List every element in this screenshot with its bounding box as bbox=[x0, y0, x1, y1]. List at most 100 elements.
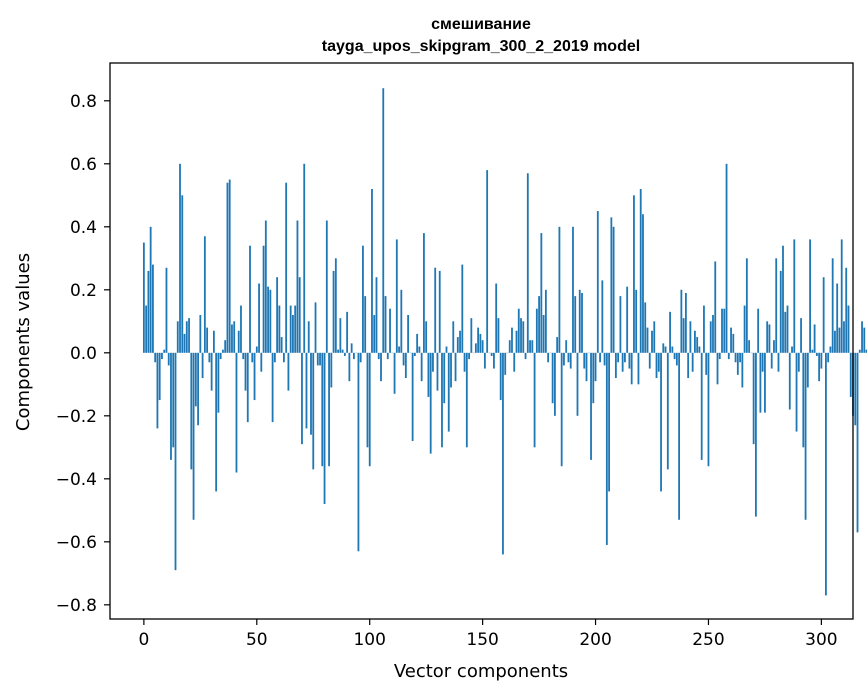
bar bbox=[332, 270, 335, 353]
bar bbox=[154, 352, 157, 363]
bar bbox=[786, 305, 789, 353]
x-tick-label: 0 bbox=[138, 630, 149, 650]
bar bbox=[156, 352, 159, 429]
bar bbox=[628, 352, 631, 369]
bar bbox=[264, 220, 267, 353]
bar bbox=[741, 352, 744, 388]
bar bbox=[237, 330, 240, 353]
bar bbox=[779, 270, 782, 353]
bar bbox=[736, 352, 739, 375]
bar bbox=[181, 195, 184, 353]
bar bbox=[269, 289, 272, 353]
bar bbox=[343, 352, 346, 356]
bar bbox=[599, 352, 601, 363]
bar bbox=[305, 352, 308, 429]
bar bbox=[538, 296, 540, 353]
x-axis: 0 50 100 150 200 250 300 bbox=[138, 619, 838, 650]
bar bbox=[375, 277, 378, 353]
bar bbox=[210, 352, 213, 391]
bar bbox=[495, 283, 498, 353]
bar bbox=[626, 286, 629, 353]
bar bbox=[551, 352, 554, 404]
bar bbox=[373, 315, 376, 353]
bar bbox=[694, 330, 696, 353]
bar bbox=[377, 352, 380, 360]
bar bbox=[705, 352, 708, 375]
bar bbox=[429, 352, 432, 454]
bar bbox=[456, 337, 459, 353]
bar bbox=[244, 352, 247, 391]
bar bbox=[754, 352, 757, 517]
bar bbox=[206, 327, 209, 353]
bar bbox=[696, 337, 699, 353]
bar bbox=[228, 179, 231, 353]
bar bbox=[515, 330, 518, 353]
bar bbox=[791, 346, 793, 353]
bar bbox=[797, 352, 800, 372]
bar bbox=[630, 352, 633, 385]
bar bbox=[382, 88, 385, 353]
bar bbox=[165, 267, 168, 353]
bar bbox=[395, 239, 398, 353]
bar bbox=[673, 352, 676, 360]
bar bbox=[648, 352, 651, 369]
bar bbox=[795, 352, 798, 432]
bar bbox=[617, 352, 620, 363]
bar bbox=[788, 352, 791, 410]
bar bbox=[574, 296, 577, 353]
bar bbox=[493, 352, 495, 369]
bar bbox=[542, 315, 545, 353]
bar bbox=[242, 352, 245, 360]
bar bbox=[838, 327, 841, 353]
bar bbox=[671, 346, 674, 353]
bar bbox=[504, 352, 507, 375]
x-tick-label: 50 bbox=[246, 630, 268, 650]
bar bbox=[847, 305, 850, 353]
bar bbox=[583, 352, 586, 369]
bar bbox=[712, 315, 714, 353]
bar bbox=[468, 352, 470, 360]
y-tick-label: 0.4 bbox=[70, 218, 97, 238]
bar bbox=[310, 352, 312, 435]
bar bbox=[380, 352, 382, 382]
bar bbox=[743, 305, 746, 353]
bar bbox=[666, 352, 669, 470]
bar bbox=[608, 352, 610, 492]
bar bbox=[603, 352, 606, 366]
bar bbox=[563, 352, 565, 366]
bar bbox=[235, 352, 238, 473]
bar bbox=[294, 305, 297, 353]
bar bbox=[610, 217, 613, 353]
bar bbox=[147, 270, 150, 353]
bar bbox=[296, 220, 299, 353]
bar bbox=[477, 327, 480, 353]
bar bbox=[517, 308, 520, 353]
bar bbox=[384, 296, 387, 353]
bar bbox=[176, 321, 179, 353]
bar bbox=[802, 352, 805, 448]
bar bbox=[319, 352, 321, 366]
bar bbox=[624, 352, 626, 363]
bar bbox=[404, 352, 407, 379]
bar bbox=[809, 239, 811, 353]
bar bbox=[782, 245, 784, 353]
x-axis-label: Vector components bbox=[394, 661, 568, 682]
bar bbox=[334, 258, 337, 353]
bar bbox=[418, 346, 421, 353]
bar bbox=[280, 337, 283, 353]
bar bbox=[262, 245, 265, 353]
bar bbox=[231, 324, 233, 353]
bar bbox=[287, 352, 290, 391]
bar bbox=[217, 352, 220, 413]
bar bbox=[255, 346, 258, 353]
bar bbox=[596, 211, 599, 353]
bar bbox=[825, 352, 827, 596]
bar bbox=[637, 352, 640, 385]
bar bbox=[845, 267, 848, 353]
bar bbox=[590, 352, 592, 460]
bar bbox=[863, 327, 866, 353]
bar bbox=[142, 242, 145, 353]
bar bbox=[337, 349, 339, 353]
y-tick-label: 0.0 bbox=[70, 344, 97, 364]
bar bbox=[314, 302, 317, 353]
